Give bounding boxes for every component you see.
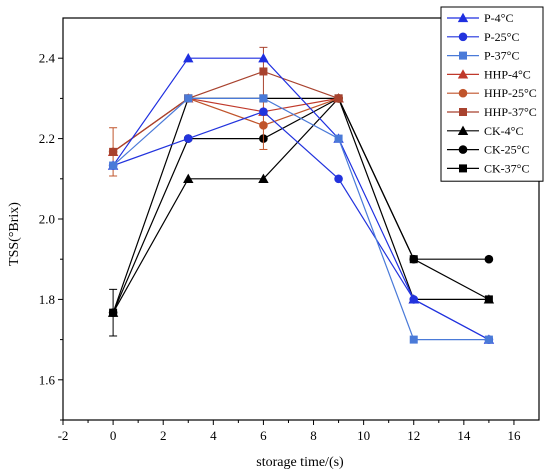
- data-point: [334, 174, 343, 184]
- legend-marker: [458, 145, 468, 154]
- data-point: [183, 173, 194, 183]
- legend-label: P-25°C: [484, 30, 519, 44]
- series-CK-4°C: [107, 93, 495, 337]
- data-point: [409, 295, 419, 304]
- y-tick-label: 1.8: [39, 292, 55, 307]
- series-line: [112, 97, 489, 313]
- data-point: [109, 147, 118, 156]
- plot-area: [107, 46, 495, 344]
- data-point: [484, 254, 494, 264]
- y-tick-label: 2.2: [39, 131, 55, 146]
- series-line: [112, 97, 490, 313]
- series-line: [112, 110, 490, 341]
- data-point: [259, 107, 268, 116]
- legend-marker: [459, 108, 467, 116]
- legend-marker: [457, 69, 469, 79]
- y-tick-label: 2.0: [39, 212, 55, 227]
- x-tick-label: 2: [160, 428, 167, 443]
- series-P-37°C: [109, 94, 493, 344]
- data-point: [258, 173, 269, 183]
- data-point: [258, 53, 269, 63]
- data-point: [109, 308, 118, 317]
- legend-marker: [459, 51, 467, 60]
- legend-label: P-4°C: [484, 11, 513, 25]
- x-tick-label: 8: [310, 428, 317, 443]
- legend-marker: [458, 88, 468, 98]
- data-point: [334, 134, 343, 143]
- legend-label: CK-37°C: [484, 161, 529, 175]
- data-point: [409, 335, 418, 344]
- x-tick-label: 0: [110, 428, 117, 443]
- legend-marker: [457, 125, 469, 135]
- x-axis-label: storage time/(s): [256, 455, 344, 470]
- legend-label: P-37°C: [484, 49, 519, 63]
- data-point: [183, 134, 193, 143]
- x-tick-label: 10: [357, 428, 370, 443]
- y-axis-label: TSS(°Brix): [7, 202, 22, 266]
- y-tick-label: 2.4: [39, 51, 56, 66]
- data-point: [259, 94, 268, 103]
- legend-label: CK-4°C: [484, 124, 523, 138]
- legend-label: HHP-25°C: [484, 86, 537, 100]
- series-line: [112, 57, 490, 341]
- data-point: [259, 121, 268, 130]
- data-point: [334, 94, 343, 103]
- series-P-25°C: [108, 107, 494, 344]
- series-HHP-37°C: [109, 46, 343, 156]
- legend-marker: [459, 164, 467, 173]
- data-point: [183, 53, 194, 63]
- x-tick-label: -2: [58, 428, 69, 443]
- x-tick-label: 4: [210, 428, 217, 443]
- series-line: [112, 70, 339, 153]
- data-point: [184, 94, 193, 103]
- x-tick-label: 16: [507, 428, 521, 443]
- legend-marker: [457, 12, 469, 23]
- series-line: [112, 97, 489, 313]
- axes: -2 0 2 4 6 8 10 12 14 16 1.6 1.8 2.0 2.2 2.4: [39, 17, 540, 443]
- data-point: [259, 67, 268, 76]
- legend-label: HHP-4°C: [484, 67, 531, 81]
- data-point: [409, 255, 418, 264]
- x-tick-label: 14: [457, 428, 471, 443]
- data-point: [484, 295, 493, 304]
- legend-label: CK-25°C: [484, 143, 529, 157]
- x-tick-label: 12: [407, 428, 420, 443]
- x-tick-label: 6: [260, 428, 267, 443]
- legend-label: HHP-37°C: [484, 105, 537, 119]
- data-point: [484, 335, 493, 344]
- data-point: [109, 161, 118, 170]
- y-tick-label: 1.6: [39, 372, 56, 387]
- series-CK-37°C: [109, 94, 493, 317]
- series-line: [112, 97, 489, 341]
- series-CK-25°C: [108, 94, 494, 317]
- legend: P-4°C P-25°C P-37°C HHP-4°C HHP-25°C HHP-37°C…: [440, 6, 544, 182]
- legend-box: [440, 6, 544, 182]
- series-P-4°C: [107, 53, 495, 344]
- legend-marker: [458, 32, 468, 42]
